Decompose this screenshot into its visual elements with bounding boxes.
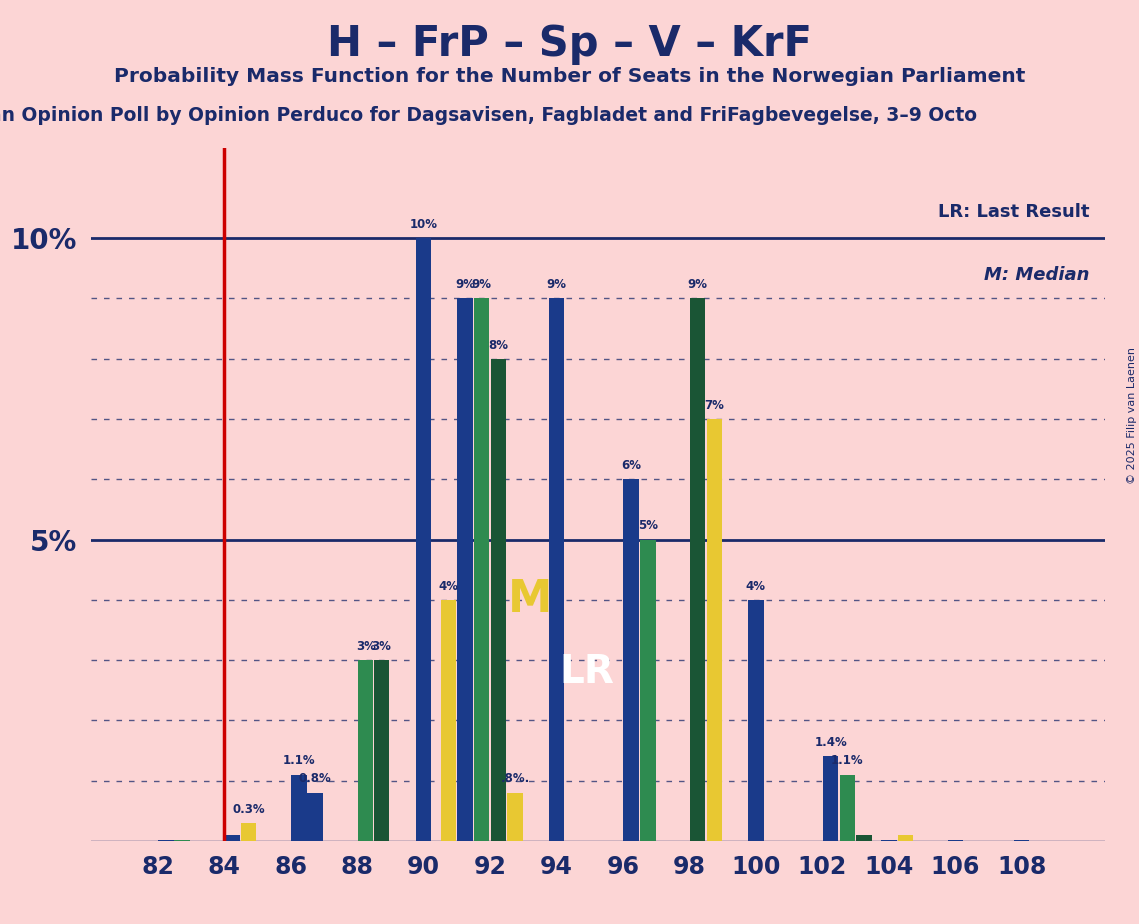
Bar [292, 774, 306, 841]
Text: .8%.: .8%. [500, 772, 530, 785]
Text: 0.8%: 0.8% [298, 772, 331, 785]
Text: M: M [508, 578, 552, 621]
Text: 1.1%: 1.1% [282, 754, 316, 767]
Bar [706, 419, 722, 841]
Text: © 2025 Filip van Laenen: © 2025 Filip van Laenen [1126, 347, 1137, 484]
Text: LR: LR [559, 653, 614, 691]
Bar [882, 840, 896, 841]
Text: 4%: 4% [439, 579, 458, 592]
Text: an Opinion Poll by Opinion Perduco for Dagsavisen, Fagbladet and FriFagbevegelse: an Opinion Poll by Opinion Perduco for D… [0, 106, 976, 126]
Text: 4%: 4% [746, 579, 765, 592]
Text: 1.1%: 1.1% [831, 754, 863, 767]
Bar [241, 822, 256, 841]
Bar [839, 774, 855, 841]
Text: 7%: 7% [704, 399, 724, 412]
Bar [308, 793, 322, 841]
Bar [623, 480, 639, 841]
Bar [358, 660, 374, 841]
Text: 6%: 6% [621, 459, 641, 472]
Text: 8%: 8% [489, 338, 508, 351]
Bar [1014, 840, 1030, 841]
Bar [690, 298, 705, 841]
Text: 9%: 9% [454, 278, 475, 291]
Bar [441, 600, 456, 841]
Text: 0.3%: 0.3% [232, 803, 265, 816]
Text: M: Median: M: Median [984, 266, 1090, 284]
Text: 3%: 3% [355, 639, 376, 653]
Bar [416, 238, 432, 841]
Bar [226, 834, 240, 841]
Bar [898, 834, 913, 841]
Bar [822, 757, 838, 841]
Bar [158, 840, 174, 841]
Text: Probability Mass Function for the Number of Seats in the Norwegian Parliament: Probability Mass Function for the Number… [114, 67, 1025, 86]
Bar [507, 793, 523, 841]
Text: 1.4%: 1.4% [814, 736, 847, 749]
Text: 5%: 5% [638, 519, 658, 532]
Bar [640, 540, 656, 841]
Text: 10%: 10% [410, 218, 437, 231]
Text: 9%: 9% [547, 278, 566, 291]
Text: H – FrP – Sp – V – KrF: H – FrP – Sp – V – KrF [327, 23, 812, 65]
Bar [457, 298, 473, 841]
Bar [748, 600, 763, 841]
Text: LR: Last Result: LR: Last Result [939, 203, 1090, 221]
Bar [549, 298, 564, 841]
Text: 9%: 9% [472, 278, 492, 291]
Bar [857, 834, 871, 841]
Bar [948, 840, 962, 841]
Bar [374, 660, 390, 841]
Bar [474, 298, 490, 841]
Bar [491, 359, 506, 841]
Text: 3%: 3% [371, 639, 392, 653]
Text: 9%: 9% [688, 278, 707, 291]
